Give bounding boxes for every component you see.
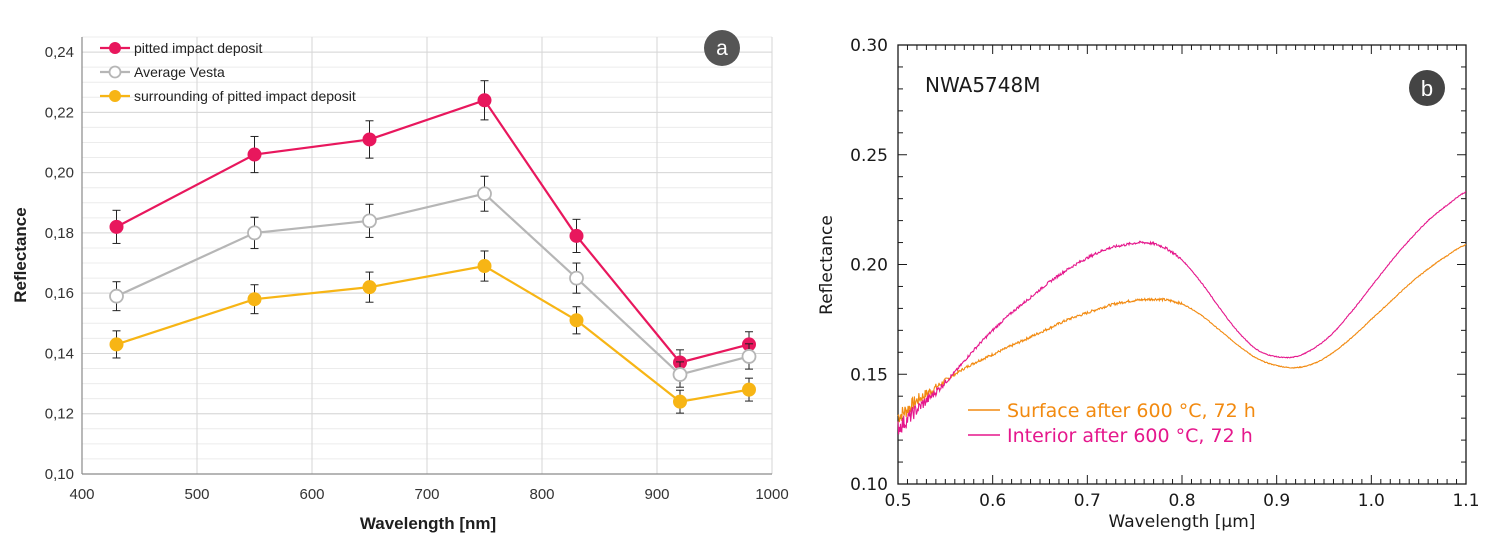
- x-tick-label: 1000: [755, 486, 788, 503]
- y-axis-label: Reflectance: [817, 215, 837, 315]
- x-tick-label: 800: [529, 486, 554, 503]
- y-tick-label: 0.25: [850, 146, 888, 166]
- badge-label: a: [716, 37, 728, 60]
- series-line: [116, 264, 750, 403]
- data-point: [362, 213, 377, 229]
- x-tick-label: 500: [184, 486, 209, 503]
- panel-badge-a: a: [704, 30, 740, 66]
- series-group: [897, 191, 1467, 435]
- x-tick-label: 400: [69, 486, 94, 503]
- x-tick-label: 600: [299, 486, 324, 503]
- y-tick-label: 0,14: [45, 345, 74, 362]
- data-point: [742, 382, 756, 397]
- data-point: [247, 292, 262, 307]
- data-point: [362, 132, 377, 147]
- series-average-vesta: [109, 175, 757, 388]
- legend-label: Interior after 600 °C, 72 h: [1007, 425, 1253, 447]
- data-point: [247, 147, 262, 162]
- x-tick-label: 700: [414, 486, 439, 503]
- axes: [81, 37, 772, 475]
- series-surrounding-of-pitted-impact-deposit: [109, 250, 756, 414]
- y-tick-label: 0,12: [45, 406, 74, 423]
- legend-label: Surface after 600 °C, 72 h: [1007, 400, 1256, 422]
- series-line: [116, 192, 750, 376]
- y-tick-label: 0,20: [45, 165, 74, 182]
- chart-panel-a: 400 500 600 700 800 900 1000 0,100,120,140,160…: [11, 30, 789, 533]
- series-pitted-impact-deposit: [109, 80, 756, 376]
- legend-item: Interior after 600 °C, 72 h: [968, 425, 1253, 447]
- y-tick-label: 0,16: [45, 285, 74, 302]
- badge-circle: [1409, 70, 1445, 106]
- y-tick-label: 0.30: [850, 36, 888, 56]
- x-axis-label: Wavelength [µm]: [1109, 512, 1256, 532]
- data-point: [477, 259, 492, 274]
- x-tick-label: 0.7: [1074, 491, 1101, 511]
- y-tick-label: 0.20: [850, 256, 888, 276]
- x-tick-label: 0.6: [979, 491, 1006, 511]
- y-axis-label: Reflectance: [11, 207, 30, 302]
- panel-badge-b: b: [1409, 70, 1445, 106]
- legend-item: surrounding of pitted impact deposit: [100, 88, 356, 104]
- legend-item: Average Vesta: [100, 64, 225, 80]
- y-tick-label: 0.15: [850, 365, 888, 385]
- data-point: [569, 313, 584, 328]
- data-point: [569, 228, 584, 243]
- data-point: [477, 186, 492, 202]
- legend-label: surrounding of pitted impact deposit: [134, 88, 356, 104]
- x-tick-label: 0.5: [884, 491, 911, 511]
- series-line: [897, 191, 1467, 435]
- series-line: [897, 243, 1467, 423]
- y-tick-label: 0,22: [45, 104, 74, 121]
- legend-label: Average Vesta: [134, 64, 225, 80]
- y-tick-label: 0,10: [45, 466, 74, 483]
- series-group: [109, 80, 757, 414]
- data-point: [477, 93, 492, 108]
- x-tick-labels: 0.5 0.6 0.7 0.8 0.9 1.0 1.1: [884, 491, 1479, 511]
- data-point: [362, 280, 377, 295]
- legend-item: pitted impact deposit: [100, 40, 263, 56]
- y-tick-label: 0,24: [45, 44, 74, 61]
- y-tick-labels: 0.10 0.15 0.20 0.25 0.30: [850, 36, 888, 495]
- chart-panel-b: 0.5 0.6 0.7 0.8 0.9 1.0 1.1 0.100.150.200.250.…: [817, 36, 1480, 532]
- y-tick-label: 0,18: [45, 225, 74, 242]
- x-tick-label: 0.9: [1263, 491, 1290, 511]
- y-tick-label: 0.10: [850, 475, 888, 495]
- data-point: [569, 270, 584, 286]
- x-tick-label: 900: [644, 486, 669, 503]
- data-point: [109, 288, 124, 304]
- series-surface: [897, 243, 1467, 423]
- x-tick-label: 1.0: [1358, 491, 1385, 511]
- y-tick-labels: 0,10 0,12 0,14 0,16 0,18 0,20 0,22 0,24: [45, 44, 74, 483]
- data-point: [109, 337, 124, 352]
- x-tick-label: 0.8: [1168, 491, 1195, 511]
- badge-label: b: [1421, 76, 1433, 101]
- data-point: [673, 394, 687, 409]
- axes: [897, 44, 1467, 485]
- data-point: [109, 219, 124, 234]
- sample-annotation: NWA5748M: [925, 73, 1040, 97]
- data-point: [741, 349, 757, 364]
- legend: pitted impact deposit Average Vesta surrou…: [100, 40, 356, 104]
- x-axis-label: Wavelength [nm]: [360, 514, 496, 533]
- legend-item: Surface after 600 °C, 72 h: [968, 400, 1256, 422]
- x-tick-label: 1.1: [1452, 491, 1479, 511]
- legend-label: pitted impact deposit: [134, 40, 263, 56]
- series-interior: [897, 191, 1467, 435]
- data-point: [247, 225, 262, 241]
- x-tick-labels: 400 500 600 700 800 900 1000: [69, 486, 788, 503]
- legend: Surface after 600 °C, 72 h Interior after…: [968, 400, 1256, 447]
- data-point: [672, 367, 688, 382]
- badge-circle: [704, 30, 740, 66]
